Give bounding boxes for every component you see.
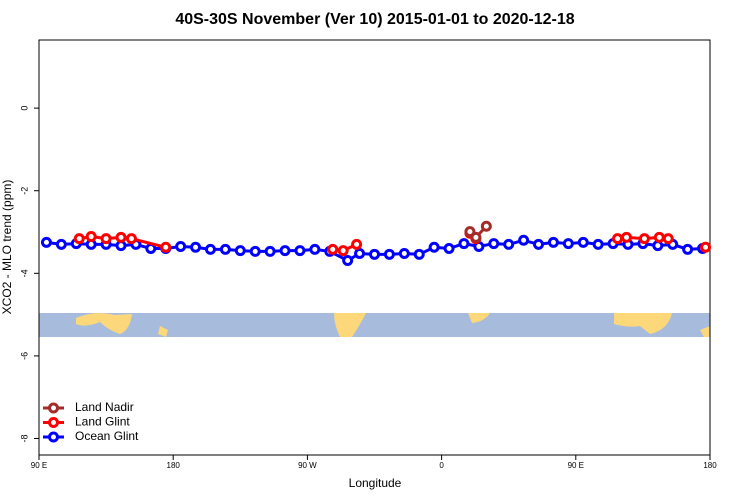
data-point xyxy=(327,243,339,255)
x-tick-label: 90 E xyxy=(568,461,584,470)
land xyxy=(700,326,710,337)
data-point xyxy=(175,240,187,252)
land xyxy=(614,313,672,334)
data-point xyxy=(342,255,354,267)
data-point xyxy=(294,245,306,257)
y-tick-label: 0 xyxy=(19,106,29,111)
legend-marker xyxy=(48,431,59,443)
data-point xyxy=(547,236,559,248)
data-point xyxy=(682,243,694,255)
y-tick-label: -4 xyxy=(19,269,29,277)
data-point xyxy=(428,241,440,253)
data-point xyxy=(160,241,172,253)
data-point xyxy=(577,236,589,248)
data-point xyxy=(518,234,530,246)
data-point xyxy=(85,231,97,243)
land xyxy=(334,313,366,337)
y-tick-label: -2 xyxy=(19,187,29,195)
chart-title: 40S-30S November (Ver 10) 2015-01-01 to … xyxy=(175,11,574,28)
legend-marker xyxy=(48,417,59,428)
data-point xyxy=(652,240,664,252)
data-point xyxy=(503,238,515,250)
data-point xyxy=(443,243,455,255)
data-point xyxy=(700,241,712,253)
data-point xyxy=(115,231,127,243)
data-point xyxy=(480,220,492,232)
data-point xyxy=(337,245,349,257)
data-point xyxy=(354,247,366,259)
data-point xyxy=(369,248,380,260)
data-point xyxy=(125,233,137,245)
legend-label: Land Nadir xyxy=(75,400,134,414)
legend-label: Land Glint xyxy=(75,415,130,429)
data-point xyxy=(190,241,202,253)
y-tick-label: -8 xyxy=(19,434,29,442)
data-point xyxy=(264,245,276,257)
legend-label: Ocean Glint xyxy=(75,429,139,443)
data-point xyxy=(612,233,624,245)
data-point xyxy=(592,238,604,250)
data-point xyxy=(383,248,395,260)
data-point xyxy=(562,238,574,250)
data-point xyxy=(55,238,67,250)
x-tick-label: 180 xyxy=(167,461,181,470)
legend-marker xyxy=(48,402,59,414)
data-point xyxy=(279,245,291,257)
ocean-band xyxy=(39,313,710,337)
data-point xyxy=(219,243,231,255)
data-point xyxy=(533,238,545,250)
data-point xyxy=(73,233,85,245)
y-tick-label: -6 xyxy=(19,352,29,360)
land xyxy=(468,313,490,323)
x-axis-label: Longitude xyxy=(349,476,402,490)
data-point xyxy=(100,233,112,245)
data-point xyxy=(234,245,246,257)
data-point xyxy=(309,243,321,255)
data-point xyxy=(249,245,261,257)
data-point xyxy=(458,238,470,250)
land xyxy=(158,326,168,337)
data-point xyxy=(351,238,363,250)
map-strip xyxy=(39,313,710,337)
y-axis-label: XCO2 - MLO trend (ppm) xyxy=(0,180,14,315)
data-point xyxy=(204,243,216,255)
data-point xyxy=(488,238,500,250)
data-point xyxy=(40,236,52,248)
land xyxy=(76,313,132,334)
x-tick-label: 90 W xyxy=(298,461,317,470)
data-point xyxy=(662,233,674,245)
data-point xyxy=(398,247,410,259)
data-point xyxy=(638,233,650,245)
data-point xyxy=(470,231,482,243)
data-point xyxy=(653,231,665,243)
data-point xyxy=(413,248,425,260)
x-tick-label: 180 xyxy=(703,461,717,470)
x-tick-label: 0 xyxy=(439,461,444,470)
x-tick-label: 90 E xyxy=(31,461,47,470)
data-point xyxy=(620,231,632,243)
